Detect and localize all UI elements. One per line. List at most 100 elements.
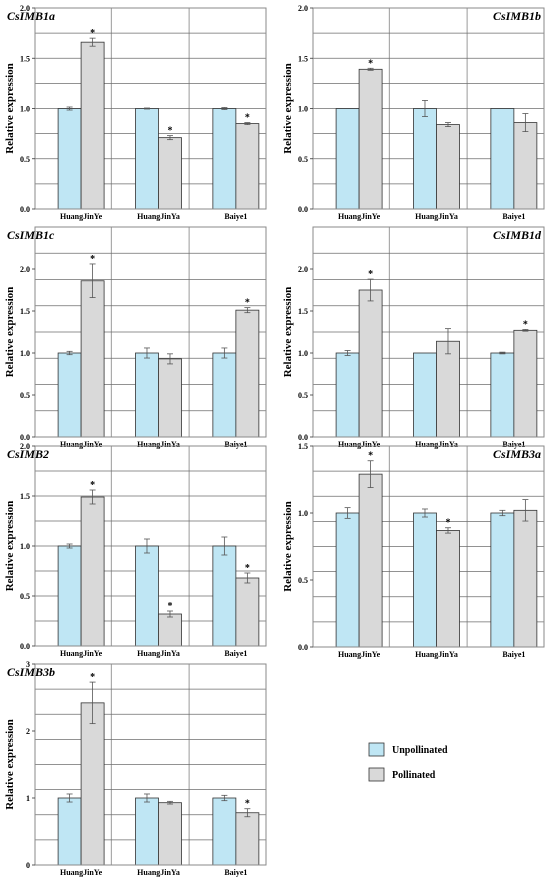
significance-star: * (90, 28, 95, 39)
y-tick-label: 2.0 (20, 442, 30, 451)
plot-frame (34, 663, 267, 866)
bar-pollinated-HuangJinYe (80, 702, 105, 866)
y-tick-label: 1.0 (20, 542, 30, 551)
significance-star: * (90, 254, 95, 265)
chart-title: CsIMB2 (7, 447, 49, 461)
bar-pollinated-HuangJinYe (358, 289, 383, 438)
y-tick-label: 1.5 (20, 307, 30, 316)
significance-star: * (368, 451, 373, 462)
chart-title: CsIMB3b (7, 665, 55, 679)
bar-unpollinated-HuangJinYa (135, 797, 159, 866)
bar-unpollinated-HuangJinYe (335, 512, 360, 648)
significance-star: * (368, 269, 373, 280)
x-tick-label: HuangJinYa (415, 440, 458, 449)
x-tick-label: HuangJinYa (137, 868, 180, 877)
bar-pollinated-HuangJinYa (158, 358, 182, 438)
y-tick-label: 1.5 (298, 442, 308, 451)
bar-unpollinated-HuangJinYa (413, 352, 437, 438)
bar-pollinated-HuangJinYa (158, 613, 182, 647)
y-tick-label: 2.0 (298, 4, 308, 13)
bar-unpollinated-HuangJinYa (413, 512, 437, 648)
bar-unpollinated-HuangJinYe (57, 352, 82, 438)
y-tick-label: 1 (26, 794, 30, 803)
y-tick-label: 1.0 (20, 349, 30, 358)
bar-unpollinated-Baiye1 (490, 352, 515, 438)
bar-pollinated-HuangJinYe (358, 473, 383, 648)
y-tick-label: 0.0 (298, 643, 308, 652)
bar-pollinated-Baiye1 (235, 577, 260, 647)
bar-unpollinated-Baiye1 (212, 352, 237, 438)
chart-title: CsIMB1b (493, 9, 541, 23)
chart-panel-CsIMB3b: * HuangJinYe HuangJinYa * Baiye1 0 1 2 3 Relative… (4, 660, 267, 877)
x-tick-label: HuangJinYa (137, 440, 180, 449)
bar-pollinated-HuangJinYa (158, 137, 182, 210)
y-tick-label: 1.0 (20, 105, 30, 114)
legend-swatch-unpollinated (368, 742, 385, 757)
y-axis-label: Relative expression (4, 287, 16, 378)
chart-title: CsIMB3a (493, 447, 541, 461)
bar-unpollinated-Baiye1 (490, 108, 515, 210)
y-tick-label: 1.5 (298, 54, 308, 63)
bar-unpollinated-HuangJinYa (135, 352, 159, 438)
chart-title: CsIMB1a (7, 9, 55, 23)
y-axis-label: Relative expression (282, 501, 294, 592)
chart-panel-CsIMB1b: * HuangJinYe HuangJinYa Baiye1 0.0 0.5 1.0 1.5 2… (282, 4, 545, 221)
bar-unpollinated-Baiye1 (212, 545, 237, 647)
chart-panel-CsIMB2: * HuangJinYe * HuangJinYa * Baiye1 0.0 0.5 1.0 1.… (4, 442, 267, 658)
x-tick-label: Baiye1 (502, 440, 525, 449)
y-tick-label: 0.0 (20, 433, 30, 442)
x-tick-label: HuangJinYa (415, 212, 458, 221)
bar-unpollinated-Baiye1 (490, 512, 515, 648)
y-tick-label: 0.0 (298, 433, 308, 442)
y-tick-label: 2.0 (20, 4, 30, 13)
plot-frame (34, 226, 267, 438)
x-tick-label: HuangJinYe (338, 440, 381, 449)
x-tick-label: Baiye1 (502, 212, 525, 221)
x-tick-label: HuangJinYe (338, 650, 381, 659)
bar-unpollinated-HuangJinYe (57, 797, 82, 866)
x-tick-label: HuangJinYe (338, 212, 381, 221)
bar-unpollinated-HuangJinYe (57, 108, 82, 210)
y-tick-label: 0.0 (20, 642, 30, 651)
bar-unpollinated-HuangJinYe (335, 352, 360, 438)
chart-panel-CsIMB1d: * HuangJinYe HuangJinYa * Baiye1 0.0 0.5 1.0 1.5… (282, 226, 545, 449)
y-tick-label: 0.0 (20, 205, 30, 214)
y-axis-label: Relative expression (4, 501, 16, 592)
bar-unpollinated-HuangJinYa (413, 108, 437, 210)
x-tick-label: HuangJinYa (415, 650, 458, 659)
y-tick-label: 1.0 (298, 509, 308, 518)
x-tick-label: Baiye1 (224, 868, 247, 877)
chart-panel-CsIMB1a: * HuangJinYe * HuangJinYa * Baiye1 0.0 0.5 1.0 1.… (4, 4, 267, 221)
bar-pollinated-Baiye1 (235, 309, 260, 438)
y-tick-label: 3 (26, 660, 30, 669)
plot-frame (312, 226, 545, 438)
x-tick-label: Baiye1 (224, 212, 247, 221)
y-axis-label: Relative expression (282, 287, 294, 378)
y-tick-label: 0.5 (20, 155, 30, 164)
y-tick-label: 1.5 (20, 492, 30, 501)
y-tick-label: 2 (26, 727, 30, 736)
bar-pollinated-Baiye1 (513, 122, 538, 210)
significance-star: * (245, 113, 250, 124)
bar-unpollinated-HuangJinYa (135, 545, 159, 647)
x-tick-label: HuangJinYa (137, 212, 180, 221)
x-tick-label: HuangJinYe (60, 212, 103, 221)
y-tick-label: 0.5 (298, 576, 308, 585)
y-tick-label: 0.5 (20, 592, 30, 601)
x-tick-label: Baiye1 (224, 649, 247, 658)
significance-star: * (245, 563, 250, 574)
chart-panel-CsIMB3a: * HuangJinYe * HuangJinYa Baiye1 0.0 0.5 1.0 1.5… (282, 442, 545, 659)
y-tick-label: 2.0 (20, 265, 30, 274)
legend: Unpollinated Pollinated (368, 742, 448, 782)
y-tick-label: 0 (26, 861, 30, 870)
bar-unpollinated-HuangJinYe (57, 545, 82, 647)
y-tick-label: 1.0 (298, 349, 308, 358)
y-axis-label: Relative expression (4, 63, 16, 154)
significance-star: * (445, 518, 450, 529)
significance-star: * (167, 601, 172, 612)
significance-star: * (245, 799, 250, 810)
bar-pollinated-HuangJinYa (436, 340, 460, 438)
significance-star: * (90, 480, 95, 491)
bar-unpollinated-HuangJinYe (335, 108, 360, 210)
bar-pollinated-Baiye1 (513, 509, 538, 648)
